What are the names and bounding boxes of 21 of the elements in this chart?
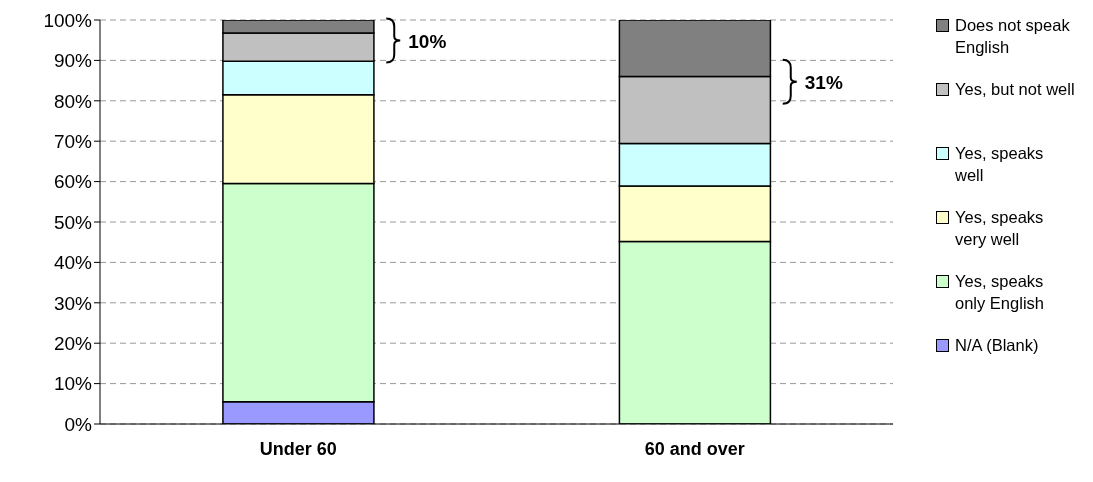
legend-label: Does not speak English [955, 15, 1071, 58]
x-tick-label: Under 60 [259, 438, 337, 459]
y-tick-label: 0% [64, 413, 93, 435]
legend-label: Yes, but not well [955, 79, 1075, 100]
y-tick-label: 80% [53, 90, 93, 112]
y-tick-label: 70% [53, 130, 93, 152]
y-tick-label: 60% [53, 171, 93, 193]
y-tick-label: 10% [53, 373, 93, 395]
y-tick-label: 40% [53, 252, 93, 274]
legend-label: Yes, speaks well [955, 143, 1045, 186]
x-tick-label: 60 and over [644, 438, 745, 459]
y-tick-label: 90% [53, 50, 93, 72]
annotation: 31% [804, 71, 843, 93]
legend-label: Yes, speaks very well [955, 207, 1045, 250]
y-tick-label: 30% [53, 292, 93, 314]
legend-label: Yes, speaks only English [955, 271, 1045, 314]
annotation: 10% [408, 30, 447, 52]
y-tick-label: 50% [53, 211, 93, 233]
legend-label: N/A (Blank) [955, 335, 1039, 356]
y-tick-label: 20% [53, 332, 93, 354]
y-tick-label: 100% [43, 9, 93, 31]
